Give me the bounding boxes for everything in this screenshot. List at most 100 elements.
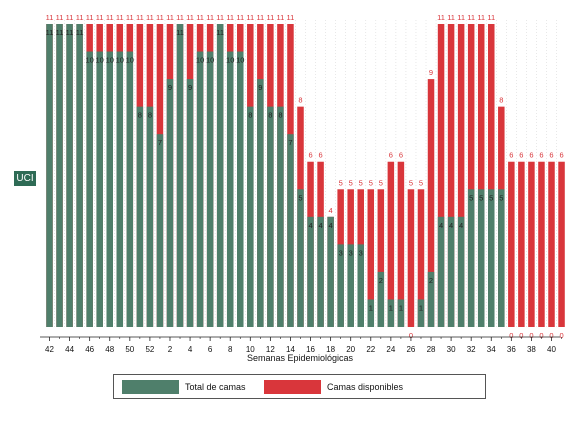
data-label-total: 1: [389, 303, 393, 312]
data-label-total: 3: [339, 248, 343, 257]
data-label-disponibles: 6: [389, 151, 393, 160]
bar-total-camas: [447, 216, 455, 327]
bar-total-camas: [216, 24, 224, 327]
bar-total-camas: [467, 189, 475, 327]
data-label-disponibles: 11: [66, 13, 74, 22]
data-label-total: 1: [369, 303, 373, 312]
bar-total-camas: [417, 299, 425, 327]
data-label-disponibles: 11: [206, 13, 214, 22]
data-label-disponibles: 5: [419, 178, 423, 187]
data-label-total: 11: [216, 28, 224, 37]
data-label-total: 4: [459, 221, 463, 230]
bar-camas-disponibles: [397, 161, 405, 327]
data-label-disponibles: 11: [457, 13, 465, 22]
x-tick-label: 42: [45, 345, 54, 354]
data-label-total: 8: [268, 111, 272, 120]
bar-camas-disponibles: [417, 189, 425, 327]
data-label-disponibles: 5: [339, 178, 343, 187]
x-tick-label: 46: [85, 345, 94, 354]
data-label-disponibles: 5: [409, 178, 413, 187]
data-label-total: 10: [116, 56, 124, 65]
data-label-disponibles: 6: [318, 151, 322, 160]
data-label-disponibles: 8: [298, 96, 302, 105]
data-label-disponibles: 11: [126, 13, 134, 22]
x-tick-label: 4: [188, 345, 193, 354]
legend-swatch-disponibles: [264, 380, 321, 394]
data-label-total: 4: [308, 221, 312, 230]
bar-total-camas: [387, 299, 395, 327]
bar-total-camas: [76, 24, 83, 327]
bar-camas-disponibles: [518, 161, 525, 327]
bar-total-camas: [136, 106, 144, 328]
x-tick-label: 30: [447, 345, 456, 354]
data-label-total: 7: [288, 138, 292, 147]
data-label-total: 5: [479, 193, 483, 202]
data-label-disponibles: 11: [86, 13, 94, 22]
data-label-total: 0: [539, 331, 543, 340]
data-label-disponibles: 11: [166, 13, 174, 22]
bar-total-camas: [267, 106, 274, 328]
x-tick-label: 6: [208, 345, 213, 354]
data-label-disponibles: 11: [46, 13, 54, 22]
data-label-disponibles: 11: [76, 13, 84, 22]
bar-total-camas: [337, 244, 344, 327]
data-label-total: 0: [509, 331, 513, 340]
bar-total-camas: [357, 244, 364, 327]
data-label-disponibles: 11: [246, 13, 254, 22]
data-label-disponibles: 6: [529, 151, 533, 160]
bar-total-camas: [46, 24, 53, 327]
bar-total-camas: [477, 189, 485, 327]
data-label-total: 4: [439, 221, 443, 230]
bar-total-camas: [277, 106, 284, 328]
data-label-disponibles: 11: [186, 13, 194, 22]
data-label-disponibles: 6: [549, 151, 553, 160]
data-label-disponibles: 11: [226, 13, 234, 22]
x-tick-label: 36: [507, 345, 516, 354]
bar-total-camas: [247, 106, 254, 328]
legend: Total de camas Camas disponibles: [113, 374, 486, 399]
data-label-total: 5: [298, 193, 302, 202]
x-tick-label: 20: [346, 345, 355, 354]
data-label-total: 8: [278, 111, 282, 120]
bar-total-camas: [347, 244, 354, 327]
data-label-total: 1: [419, 303, 423, 312]
data-label-disponibles: 11: [437, 13, 445, 22]
bar-total-camas: [287, 134, 294, 327]
data-label-total: 4: [329, 221, 333, 230]
bar-total-camas: [397, 299, 405, 327]
bar-camas-disponibles: [367, 189, 375, 327]
bar-camas-disponibles: [528, 161, 535, 327]
data-label-disponibles: 11: [287, 13, 295, 22]
bar-total-camas: [457, 216, 465, 327]
x-tick-label: 2: [168, 345, 173, 354]
data-label-disponibles: 6: [519, 151, 523, 160]
data-label-total: 10: [96, 56, 104, 65]
data-label-disponibles: 6: [539, 151, 543, 160]
bar-total-camas: [126, 51, 134, 327]
data-label-total: 0: [549, 331, 553, 340]
data-label-total: 0: [409, 331, 413, 340]
bar-total-camas: [237, 51, 244, 327]
data-label-total: 0: [529, 331, 533, 340]
data-label-disponibles: 6: [399, 151, 403, 160]
bar-total-camas: [146, 106, 154, 328]
x-tick-label: 16: [306, 345, 315, 354]
data-label-total: 2: [379, 276, 383, 285]
data-label-disponibles: 11: [266, 13, 274, 22]
data-label-total: 5: [489, 193, 493, 202]
data-label-disponibles: 11: [156, 13, 164, 22]
data-label-total: 2: [429, 276, 433, 285]
x-tick-label: 14: [286, 345, 295, 354]
data-label-total: 0: [559, 331, 563, 340]
legend-label-total: Total de camas: [185, 382, 246, 392]
x-tick-label: 26: [406, 345, 415, 354]
bar-camas-disponibles: [447, 24, 455, 327]
data-label-disponibles: 11: [116, 13, 124, 22]
legend-swatch-total: [122, 380, 179, 394]
data-label-disponibles: 11: [487, 13, 495, 22]
data-label-total: 9: [258, 83, 262, 92]
bar-camas-disponibles: [488, 24, 495, 327]
data-label-disponibles: 6: [559, 151, 563, 160]
bar-total-camas: [186, 79, 194, 327]
data-label-total: 10: [226, 56, 234, 65]
